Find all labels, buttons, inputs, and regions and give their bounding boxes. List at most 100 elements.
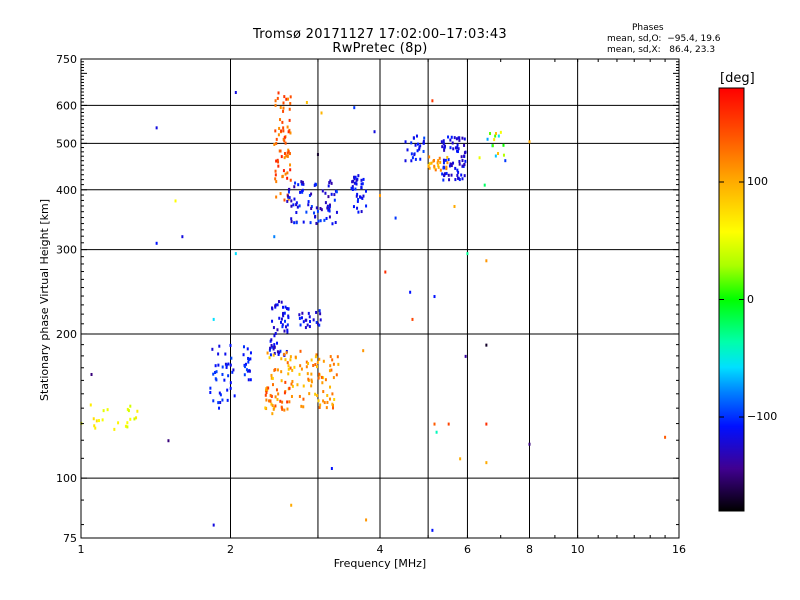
data-point: [89, 403, 92, 407]
data-point: [221, 372, 224, 376]
data-point: [353, 177, 356, 181]
data-point: [266, 351, 269, 355]
data-point: [270, 402, 273, 406]
phase-x-stats: mean, sd,X: 86.4, 23.3: [607, 45, 716, 55]
data-point: [273, 334, 276, 338]
colorbar-tick-label: −100: [747, 410, 778, 423]
data-point: [225, 365, 228, 369]
data-point: [276, 328, 279, 332]
data-point: [212, 317, 215, 321]
data-point: [279, 149, 282, 153]
data-point: [437, 159, 440, 163]
data-point: [355, 178, 358, 182]
data-point: [316, 361, 319, 365]
data-point: [229, 363, 232, 367]
data-point: [463, 151, 466, 155]
data-point: [234, 90, 237, 94]
data-point: [274, 129, 277, 133]
data-point: [302, 220, 305, 224]
data-point: [307, 203, 310, 207]
data-point: [275, 141, 278, 145]
data-point: [328, 215, 331, 219]
data-point: [283, 329, 286, 333]
data-point: [452, 161, 455, 165]
data-point: [181, 235, 184, 239]
data-point: [528, 140, 531, 144]
data-point: [485, 259, 488, 263]
data-point: [360, 178, 363, 182]
data-point: [270, 338, 273, 342]
data-point: [422, 149, 425, 153]
data-point: [282, 311, 285, 315]
data-point: [320, 208, 323, 212]
y-tick-labels: 75 100 200 300 400 500 600 750: [56, 53, 77, 545]
data-point: [247, 378, 250, 382]
data-point: [315, 320, 318, 324]
data-point: [221, 365, 224, 369]
data-point: [280, 370, 283, 374]
data-point: [302, 397, 305, 401]
data-point: [295, 201, 298, 205]
data-point: [274, 331, 277, 335]
data-point: [361, 196, 364, 200]
data-point: [332, 406, 335, 410]
data-point: [113, 427, 116, 431]
data-point: [324, 191, 327, 195]
data-point: [464, 159, 467, 163]
chart-subtitle: RwPretec (8p): [332, 41, 428, 56]
data-point: [282, 106, 285, 110]
data-point: [455, 137, 458, 141]
data-point: [319, 219, 322, 223]
data-point: [286, 323, 289, 327]
data-point: [126, 421, 129, 425]
data-point: [456, 168, 459, 172]
data-point: [277, 392, 280, 396]
data-point: [271, 345, 274, 349]
data-point: [281, 323, 284, 327]
data-point: [273, 345, 276, 349]
data-point: [331, 392, 334, 396]
data-point: [414, 157, 417, 161]
data-point: [227, 374, 230, 378]
data-point: [300, 182, 303, 186]
data-point: [117, 421, 120, 425]
data-point: [410, 159, 413, 163]
data-point: [269, 399, 272, 403]
data-point: [318, 405, 321, 409]
data-point: [288, 196, 291, 200]
data-point: [275, 137, 278, 141]
data-point: [274, 169, 277, 173]
data-point: [365, 204, 368, 208]
y-tick-label: 600: [56, 99, 77, 112]
data-point: [483, 183, 486, 187]
x-axis-label: Frequency [MHz]: [334, 557, 426, 570]
data-point: [357, 198, 360, 202]
chart-title: Tromsø 20171127 17:02:00–17:03:43: [252, 27, 508, 42]
data-point: [278, 126, 281, 130]
data-point: [281, 325, 284, 329]
data-point: [244, 362, 247, 366]
data-point: [285, 351, 288, 355]
data-point: [322, 399, 325, 403]
x-tick-label: 4: [377, 543, 384, 556]
data-point: [174, 199, 177, 203]
data-point: [295, 211, 298, 215]
data-point: [317, 376, 320, 380]
data-point: [316, 209, 319, 213]
data-point: [296, 205, 299, 209]
data-point: [446, 155, 449, 159]
data-point: [485, 461, 488, 465]
data-point: [428, 162, 431, 166]
data-point: [317, 399, 320, 403]
data-point: [310, 378, 313, 382]
data-point: [307, 377, 310, 381]
data-point: [124, 424, 127, 428]
data-point: [299, 349, 302, 353]
data-point: [418, 146, 421, 150]
data-point: [276, 350, 279, 354]
data-point: [214, 371, 217, 375]
data-point: [320, 375, 323, 379]
data-point: [283, 136, 286, 140]
data-point: [454, 166, 457, 170]
data-point: [493, 138, 496, 142]
